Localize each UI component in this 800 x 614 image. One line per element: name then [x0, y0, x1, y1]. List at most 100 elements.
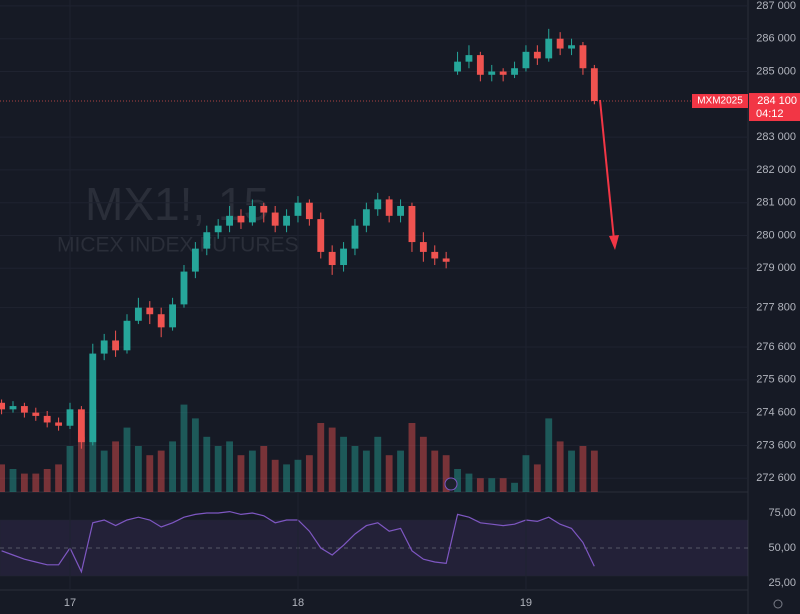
candle-body — [55, 422, 63, 426]
candle-body — [305, 202, 313, 220]
y-tick-label: 285 000 — [756, 65, 796, 77]
volume-bar — [20, 473, 28, 492]
volume-bar — [169, 441, 176, 492]
volume-bar — [397, 450, 404, 492]
candle-body — [476, 55, 484, 75]
volume-bar — [43, 469, 51, 492]
settings-icon[interactable] — [773, 599, 783, 609]
y-tick-label: 286 000 — [756, 33, 796, 45]
volume-bar — [146, 455, 154, 492]
volume-bar — [442, 455, 450, 492]
price-pane — [0, 0, 748, 590]
y-tick-label: 272 600 — [756, 472, 796, 484]
candle-body — [499, 71, 507, 75]
volume-bar — [568, 450, 575, 492]
volume-bar — [134, 446, 142, 492]
volume-bar — [32, 473, 40, 492]
volume-bar — [214, 446, 222, 492]
candle-body — [556, 38, 564, 49]
candle-body — [77, 409, 85, 443]
candle-body — [214, 225, 222, 233]
x-tick-label: 19 — [520, 597, 532, 609]
volume-bar — [590, 450, 598, 492]
volume-bar — [66, 446, 74, 492]
volume-bar — [522, 455, 530, 492]
volume-bar — [340, 436, 347, 492]
candle-body — [545, 38, 553, 59]
volume-bar — [77, 436, 85, 492]
candle-body — [533, 51, 541, 59]
watermark-description: MICEX INDEX FUTURES — [57, 234, 299, 257]
countdown: 04:12 — [756, 108, 784, 120]
volume-bar — [191, 418, 199, 492]
volume-bar — [271, 459, 279, 492]
candle-body — [237, 215, 245, 223]
symbol-tag-bg — [692, 94, 748, 109]
candle-body — [340, 248, 347, 266]
x-tick-label: 18 — [292, 597, 304, 609]
volume-bar — [100, 450, 108, 492]
candle-body — [43, 415, 51, 423]
volume-bar — [294, 459, 302, 492]
candle-body — [32, 412, 40, 416]
event-icon[interactable] — [444, 477, 458, 491]
candle-body — [180, 271, 188, 305]
candle-body — [408, 205, 416, 243]
candle-body — [511, 68, 518, 75]
rsi-tick-label: 25,00 — [768, 577, 796, 589]
y-tick-label: 277 800 — [756, 302, 796, 314]
candle-body — [89, 353, 97, 443]
rsi-tick-label: 75,00 — [768, 507, 796, 519]
price-tag: 284 100 — [757, 95, 797, 107]
candle-body — [112, 340, 120, 351]
y-tick-label: 281 000 — [756, 197, 796, 209]
candle-body — [419, 242, 427, 252]
y-tick-label: 283 000 — [756, 131, 796, 143]
volume-bar — [454, 469, 461, 492]
volume-bar — [317, 423, 325, 492]
x-tick-label: 17 — [64, 597, 76, 609]
y-tick-label: 280 000 — [756, 229, 796, 241]
candle-body — [454, 61, 461, 72]
volume-bar — [556, 441, 564, 492]
candle-body — [397, 205, 404, 216]
y-tick-label: 275 600 — [756, 374, 796, 386]
candle-body — [260, 205, 268, 213]
volume-bar — [511, 482, 518, 492]
candle-body — [351, 225, 359, 249]
volume-bar — [545, 418, 553, 492]
y-tick-label: 282 000 — [756, 164, 796, 176]
candle-body — [226, 215, 233, 226]
candle-body — [191, 248, 199, 272]
candle-body — [157, 314, 165, 328]
arrow-head — [609, 235, 619, 250]
candle-body — [362, 209, 370, 226]
candle-body — [203, 232, 211, 249]
volume-bar — [248, 450, 256, 492]
candle-body — [134, 307, 142, 321]
volume-bar — [362, 450, 370, 492]
volume-bar — [465, 473, 473, 492]
candle-body — [590, 68, 598, 102]
volume-bar — [283, 464, 290, 492]
volume-bar — [9, 469, 17, 492]
volume-bar — [203, 436, 211, 492]
volume-bar — [89, 409, 97, 492]
volume-bar — [579, 446, 587, 492]
y-tick-label: 279 000 — [756, 262, 796, 274]
symbol-tag: MXM2025 — [697, 96, 743, 107]
candle-body — [294, 202, 302, 216]
candle-body — [488, 71, 496, 75]
candle-body — [442, 258, 450, 262]
volume-bar — [180, 404, 188, 492]
price-tag-bg — [749, 93, 800, 122]
volume-bar — [385, 455, 393, 492]
rsi-tick-label: 50,00 — [768, 542, 796, 554]
volume-bar — [419, 436, 427, 492]
volume-bar — [157, 450, 165, 492]
volume-bar — [305, 455, 313, 492]
candle-body — [66, 409, 74, 426]
volume-bar — [533, 464, 541, 492]
